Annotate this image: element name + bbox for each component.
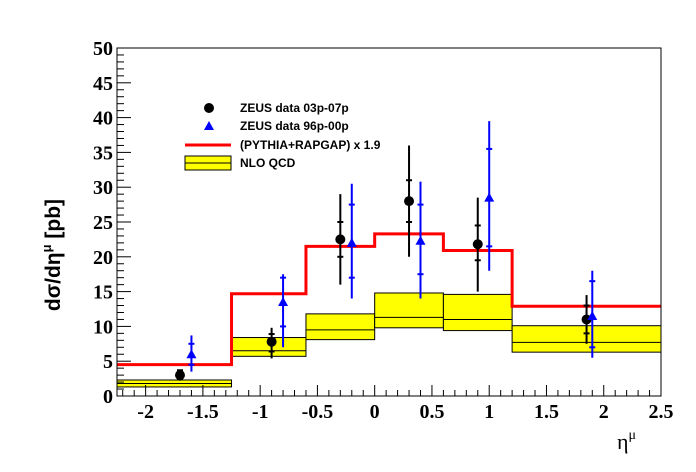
- nlo-band-bin: [305, 313, 376, 341]
- legend-marker-circle: [204, 103, 214, 113]
- y-axis-title-main: dσ/dη: [42, 252, 65, 311]
- y-axis-title: dσ/dημ [pb]: [39, 199, 65, 311]
- x-tick-label: 1: [484, 401, 494, 423]
- data-point-03p07p: [335, 234, 346, 245]
- x-tick-label: -1.5: [187, 401, 219, 423]
- legend-label: (PYTHIA+RAPGAP) x 1.9: [240, 138, 381, 152]
- data-point-96p00p: [346, 237, 357, 247]
- x-tick-label: 1.5: [534, 401, 559, 423]
- data-point-96p00p: [186, 349, 197, 359]
- y-axis-title-unit: [pb]: [42, 199, 65, 244]
- x-tick-label: 2: [599, 401, 609, 423]
- data-point-03p07p: [266, 336, 277, 347]
- y-tick-label: 15: [93, 282, 113, 304]
- x-tick-label: -2: [137, 401, 154, 423]
- legend: ZEUS data 03p-07p ZEUS data 96p-00p (PYTHI…: [184, 101, 381, 171]
- x-tick-label: -0.5: [302, 401, 334, 423]
- data-point-96p00p: [278, 297, 289, 307]
- plot-area: [116, 121, 662, 388]
- x-tick-label: 2.5: [649, 401, 674, 423]
- y-tick-label: 35: [93, 142, 113, 164]
- data-point-96p00p: [415, 235, 426, 245]
- y-tick-label: 10: [93, 316, 113, 338]
- y-tick-label: 50: [93, 38, 113, 60]
- legend-label: ZEUS data 03p-07p: [240, 101, 349, 115]
- data-point-03p07p: [404, 196, 415, 207]
- y-tick-label: 0: [103, 386, 113, 408]
- data-point-03p07p: [472, 239, 483, 250]
- x-tick-label: 0: [370, 401, 380, 423]
- x-axis-title-sup: μ: [629, 428, 637, 443]
- y-tick-label: 30: [93, 177, 113, 199]
- legend-label: ZEUS data 96p-00p: [240, 119, 349, 133]
- legend-label: NLO QCD: [240, 156, 296, 170]
- mc-histogram-line: [117, 232, 661, 367]
- y-tick-label: 25: [93, 212, 113, 234]
- data-point-96p00p: [587, 310, 598, 320]
- y-tick-label: 40: [93, 108, 113, 130]
- nlo-band-bin: [374, 292, 444, 329]
- y-tick-label: 20: [93, 247, 113, 269]
- data-point-96p00p: [484, 192, 495, 202]
- x-axis-title-main: η: [617, 429, 629, 454]
- legend-marker-triangle: [204, 121, 214, 130]
- axes: -2 -1.5 -1 -0.5 0 0.5 1 1.5 2 2.5 0 5 10 15 20 25 30 35 40…: [93, 38, 674, 423]
- y-tick-label: 45: [93, 73, 113, 95]
- nlo-band-bin: [442, 293, 513, 332]
- x-axis-title: ημ: [617, 428, 636, 454]
- x-tick-label: 0.5: [419, 401, 444, 423]
- y-axis-title-sup: μ: [39, 244, 54, 252]
- x-tick-label: -1: [252, 401, 269, 423]
- y-tick-label: 5: [103, 351, 113, 373]
- data-point-03p07p: [174, 370, 185, 381]
